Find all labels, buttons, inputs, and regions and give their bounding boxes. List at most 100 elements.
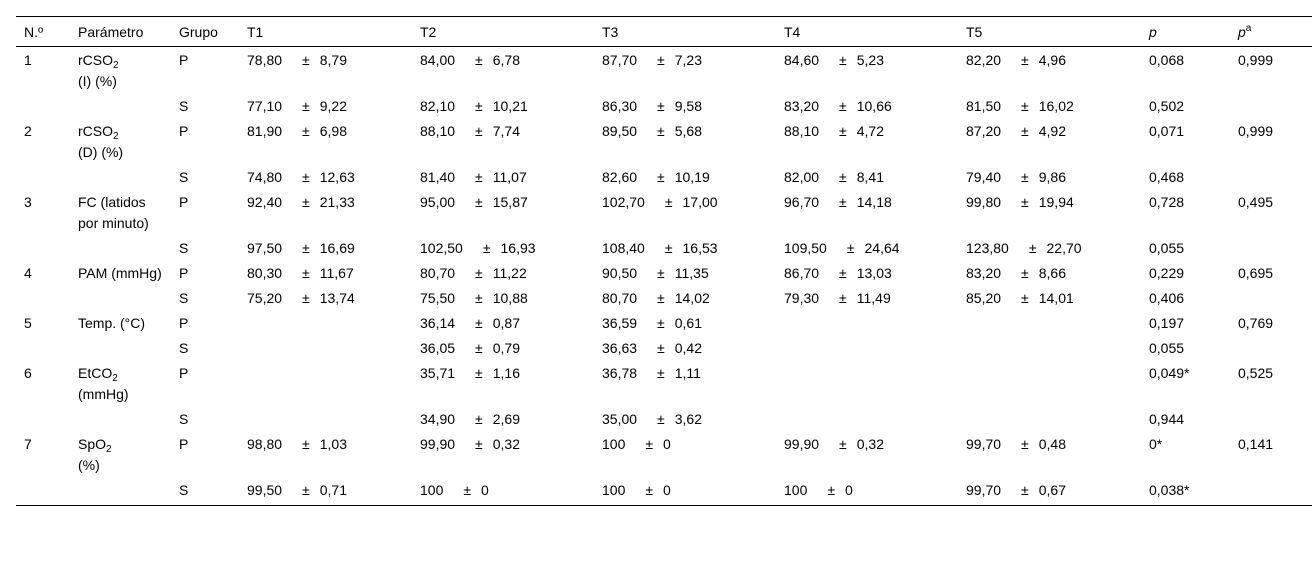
cell-t1 — [239, 360, 412, 406]
header-pa: pa — [1230, 16, 1312, 47]
cell-t5 — [958, 335, 1141, 360]
sd-value: 11,07 — [492, 169, 527, 185]
cell-pa — [1230, 406, 1312, 431]
cell-t2: 100 ±0 — [412, 477, 594, 506]
mean-value: 87,70 — [602, 52, 638, 68]
mean-value: 36,78 — [602, 365, 638, 381]
cell-p: 0,055 — [1141, 335, 1230, 360]
mean-value: 90,50 — [602, 265, 638, 281]
plus-minus: ± — [302, 436, 310, 452]
cell-pa: 0,999 — [1230, 47, 1312, 94]
cell-t1: 75,20 ±13,74 — [239, 285, 412, 310]
plus-minus: ± — [657, 340, 665, 356]
pa-value: 0,695 — [1238, 265, 1274, 281]
cell-parameter — [70, 406, 171, 431]
header-t2: T2 — [412, 16, 594, 47]
param-name: SpO — [78, 436, 107, 452]
sd-value: 0,67 — [1038, 482, 1066, 498]
mean-value: 80,30 — [247, 265, 283, 281]
sd-value: 0,42 — [674, 340, 702, 356]
cell-parameter — [70, 335, 171, 360]
group-label: P — [179, 123, 189, 139]
sd-value: 16,02 — [1038, 98, 1074, 114]
sd-value: 16,53 — [682, 240, 718, 256]
mean-value: 87,20 — [966, 123, 1002, 139]
sd-value: 0 — [663, 482, 671, 498]
sd-value: 10,66 — [856, 98, 892, 114]
sd-value: 7,74 — [492, 123, 520, 139]
sd-value: 11,49 — [856, 290, 891, 306]
mean-value: 99,90 — [784, 436, 820, 452]
cell-p: 0,502 — [1141, 93, 1230, 118]
sd-value: 21,33 — [319, 194, 355, 210]
table-row: 3 FC (latidos por minuto) P 92,40 ±21,33 95,0… — [16, 189, 1312, 235]
plus-minus: ± — [664, 194, 673, 210]
sd-value: 0,87 — [492, 315, 520, 331]
plus-minus: ± — [463, 482, 472, 498]
mean-value: 75,20 — [247, 290, 283, 306]
table-row: 4 PAM (mmHg) P 80,30 ±11,67 80,70 ±11,22 90,50 ±… — [16, 260, 1312, 285]
cell-p: 0,055 — [1141, 235, 1230, 260]
cell-t5: 83,20 ±8,66 — [958, 260, 1141, 285]
mean-value: 35,71 — [420, 365, 456, 381]
cell-t1: 92,40 ±21,33 — [239, 189, 412, 235]
cell-p: 0,728 — [1141, 189, 1230, 235]
cell-t3: 100 ±0 — [594, 431, 776, 477]
cell-t3: 89,50 ±5,68 — [594, 118, 776, 164]
plus-minus: ± — [1021, 482, 1029, 498]
param-name-sub: 2 — [113, 60, 119, 71]
sd-value: 8,41 — [856, 169, 884, 185]
sd-value: 0,32 — [492, 436, 520, 452]
cell-t1 — [239, 335, 412, 360]
mean-value: 86,30 — [602, 98, 638, 114]
p-value: 0,071 — [1149, 123, 1185, 139]
sd-value: 0,32 — [856, 436, 884, 452]
cell-t4: 86,70 ±13,03 — [776, 260, 958, 285]
table-row: S 75,20 ±13,74 75,50 ±10,88 80,70 ±14,02 79,30 ±… — [16, 285, 1312, 310]
cell-t4 — [776, 335, 958, 360]
pa-value: 0,999 — [1238, 123, 1274, 139]
plus-minus: ± — [475, 411, 483, 427]
cell-t2: 84,00 ±6,78 — [412, 47, 594, 94]
cell-t3: 87,70 ±7,23 — [594, 47, 776, 94]
sd-value: 17,00 — [682, 194, 718, 210]
plus-minus: ± — [827, 482, 836, 498]
cell-t1: 78,80 ±8,79 — [239, 47, 412, 94]
plus-minus: ± — [1021, 436, 1029, 452]
pa-value: 0,525 — [1238, 365, 1274, 381]
table-row: S 97,50 ±16,69 102,50 ±16,93 108,40 ±16,53 109,… — [16, 235, 1312, 260]
group-label: S — [179, 340, 189, 356]
cell-number — [16, 285, 70, 310]
header-grupo: Grupo — [171, 16, 239, 47]
plus-minus: ± — [846, 240, 855, 256]
cell-t5: 82,20 ±4,96 — [958, 47, 1141, 94]
p-value: 0,038* — [1149, 482, 1190, 498]
cell-group: P — [171, 118, 239, 164]
table-row: S 99,50 ±0,71 100 ±0 100 ±0 100 ±0 99,70 ±0,67 0,03… — [16, 477, 1312, 506]
header-t3: T3 — [594, 16, 776, 47]
sd-value: 9,22 — [319, 98, 347, 114]
pa-value: 0,769 — [1238, 315, 1274, 331]
param-name-unit: (I) (%) — [78, 73, 117, 89]
cell-group: P — [171, 260, 239, 285]
plus-minus: ± — [657, 98, 665, 114]
cell-t3: 36,63 ±0,42 — [594, 335, 776, 360]
mean-value: 77,10 — [247, 98, 283, 114]
sd-value: 10,19 — [674, 169, 710, 185]
pa-value: 0,999 — [1238, 52, 1274, 68]
mean-value: 83,20 — [784, 98, 820, 114]
sd-value: 5,23 — [856, 52, 884, 68]
header-t4: T4 — [776, 16, 958, 47]
cell-t3: 108,40 ±16,53 — [594, 235, 776, 260]
mean-value: 81,50 — [966, 98, 1002, 114]
table-row: 6 EtCO2 (mmHg) P 35,71 ±1,16 36,78 ±1,11 0,049* 0… — [16, 360, 1312, 406]
cell-number — [16, 335, 70, 360]
table-row: S 77,10 ±9,22 82,10 ±10,21 86,30 ±9,58 83,20 ±10… — [16, 93, 1312, 118]
table-row: S 34,90 ±2,69 35,00 ±3,62 0,944 — [16, 406, 1312, 431]
param-number: 4 — [24, 265, 32, 281]
header-n: N.º — [16, 16, 70, 47]
plus-minus: ± — [645, 482, 654, 498]
mean-value: 100 — [602, 436, 626, 452]
mean-value: 96,70 — [784, 194, 820, 210]
header-p: p — [1141, 16, 1230, 47]
